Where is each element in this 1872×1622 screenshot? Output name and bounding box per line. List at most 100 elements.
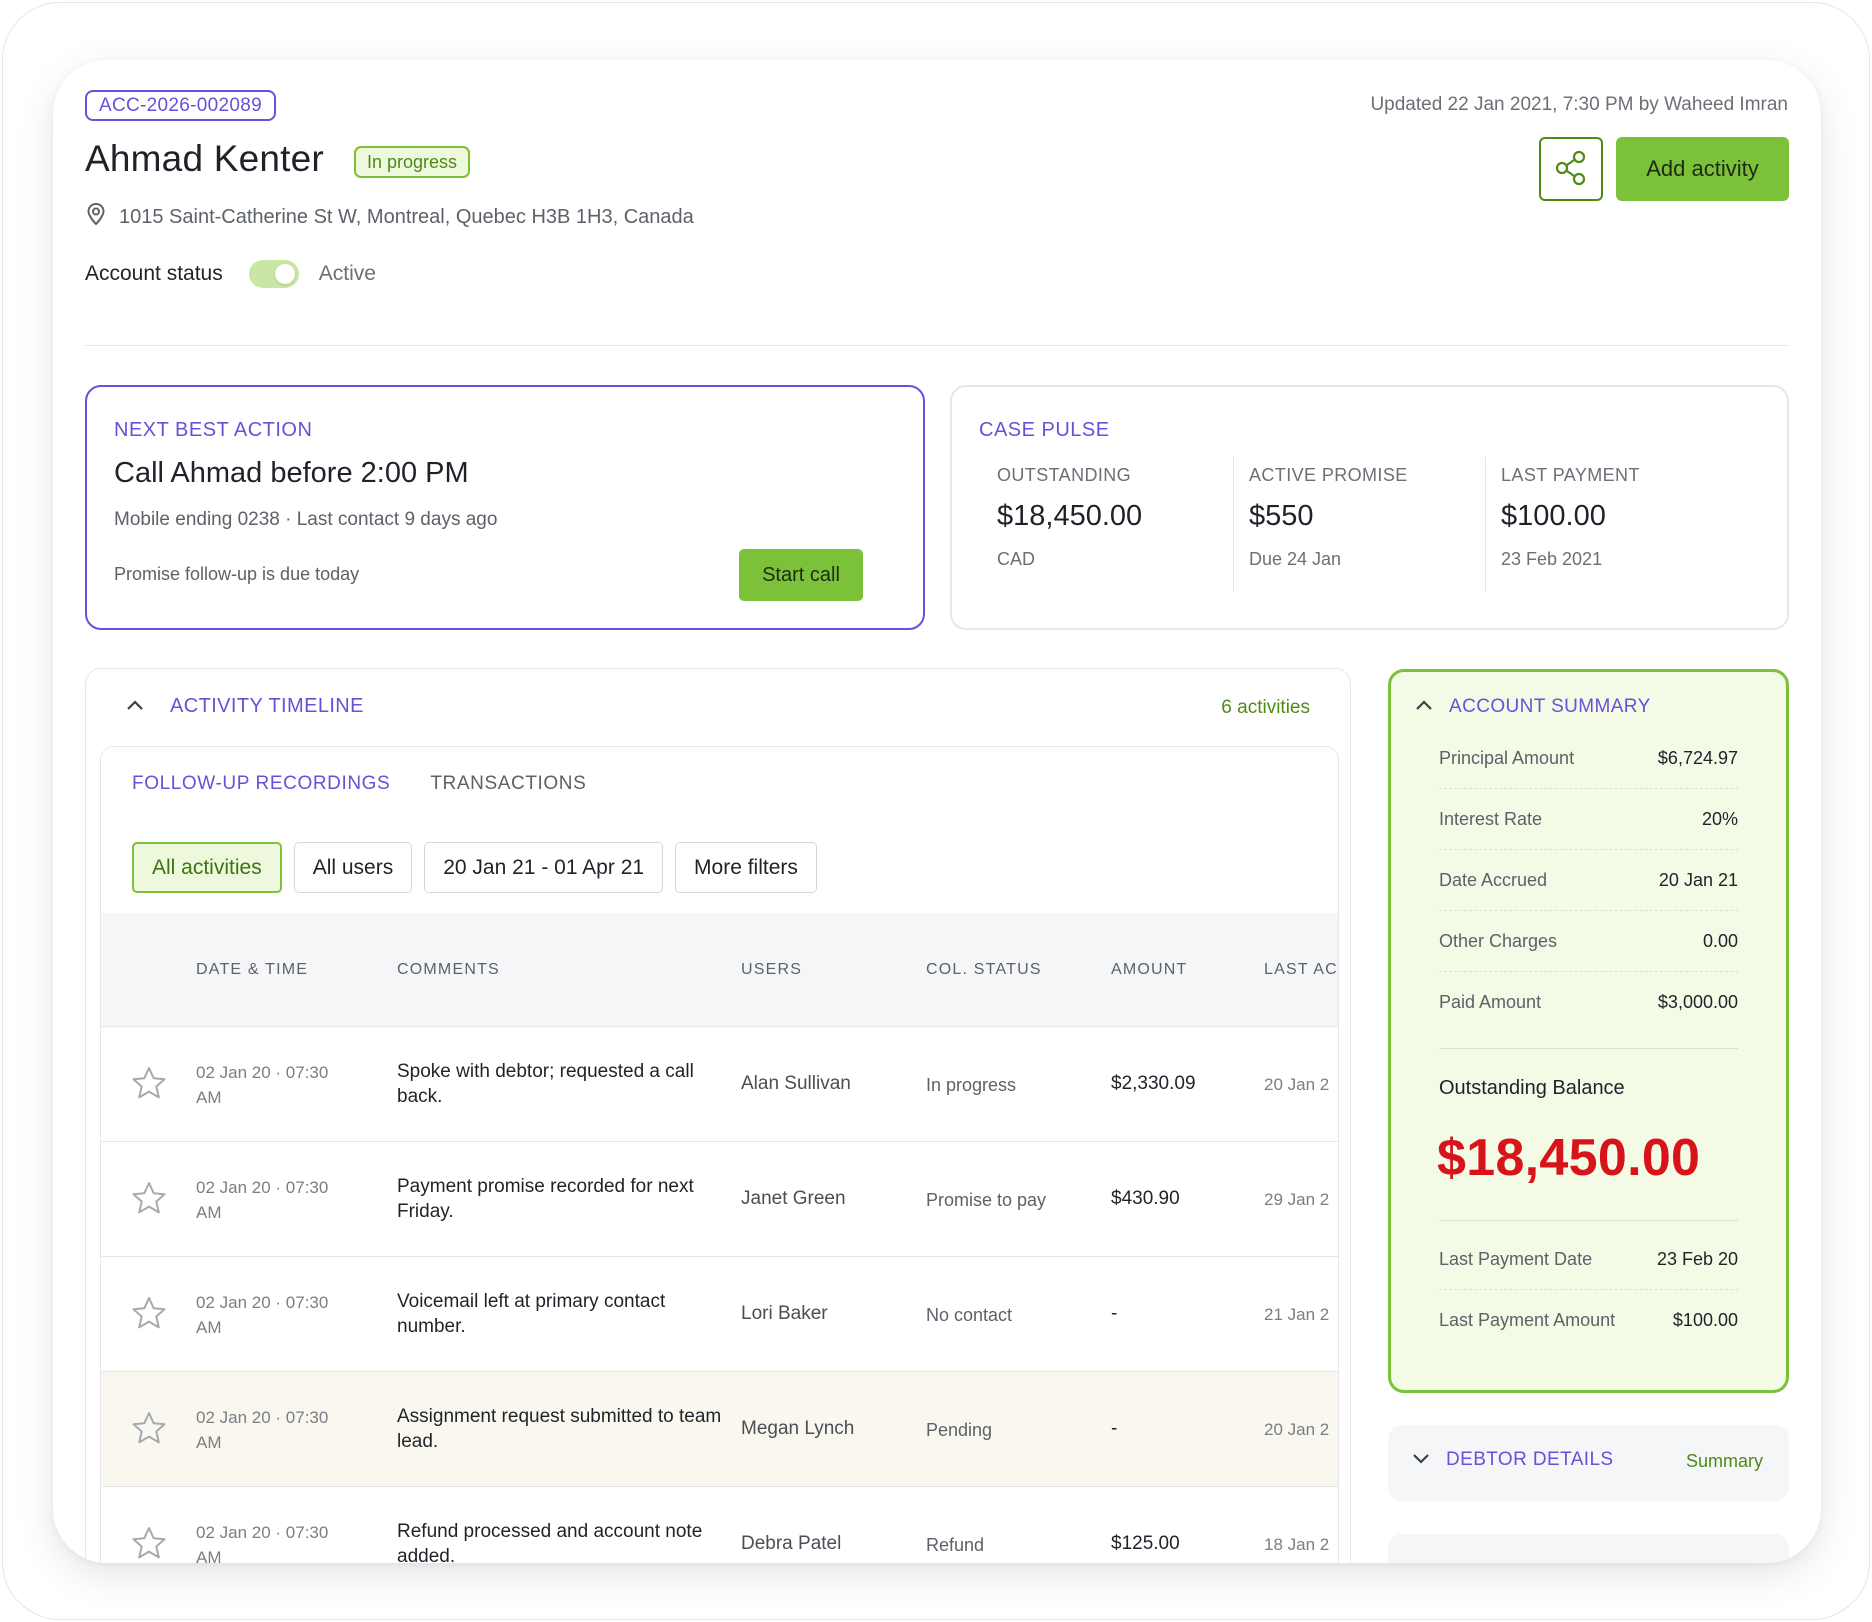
summary-header[interactable]: ACCOUNT SUMMARY bbox=[1415, 696, 1651, 718]
row-last-action: 20 Jan 2 bbox=[1264, 1420, 1330, 1439]
nba-title: Call Ahmad before 2:00 PM bbox=[114, 457, 469, 489]
filter-all-activities[interactable]: All activities bbox=[132, 842, 282, 893]
filter-all-users[interactable]: All users bbox=[293, 842, 413, 893]
table-row[interactable]: 02 Jan 20 · 07:30 AM Assignment request … bbox=[101, 1372, 1338, 1487]
tab-follow-up-recordings[interactable]: FOLLOW-UP RECORDINGS bbox=[132, 773, 391, 794]
summary-row: Last Payment Amount $100.00 bbox=[1439, 1290, 1738, 1351]
account-status-label: Account status bbox=[85, 262, 223, 285]
row-datetime: 02 Jan 20 · 07:30 AM bbox=[196, 1293, 329, 1337]
account-id-badge: ACC-2026-002089 bbox=[85, 90, 276, 121]
table-row[interactable]: 02 Jan 20 · 07:30 AM Refund processed an… bbox=[101, 1487, 1338, 1563]
row-status: Promise to pay bbox=[926, 1190, 1047, 1210]
row-amount: - bbox=[1111, 1303, 1118, 1324]
summary-value: $3,000.00 bbox=[1657, 992, 1738, 1012]
nba-subtitle: Mobile ending 0238 · Last contact 9 days… bbox=[114, 509, 498, 530]
row-last-action: 18 Jan 2 bbox=[1264, 1535, 1330, 1554]
column-header[interactable]: LAST AC bbox=[1264, 961, 1338, 978]
start-call-button[interactable]: Start call bbox=[739, 549, 863, 601]
row-user: Megan Lynch bbox=[741, 1418, 855, 1439]
debtor-header[interactable]: DEBTOR DETAILS bbox=[1412, 1449, 1614, 1471]
summary-row: Interest Rate 20% bbox=[1439, 789, 1738, 850]
add-activity-button[interactable]: Add activity bbox=[1616, 137, 1789, 201]
summary-value: 23 Feb 20 bbox=[1656, 1248, 1738, 1269]
pulse-label: ACTIVE PROMISE bbox=[1249, 465, 1408, 485]
share-icon bbox=[1554, 150, 1588, 189]
table-row[interactable]: 02 Jan 20 · 07:30 AM Voicemail left at p… bbox=[101, 1257, 1338, 1372]
filter-date-range[interactable]: 20 Jan 21 - 01 Apr 21 bbox=[424, 842, 664, 893]
row-status: Pending bbox=[926, 1420, 993, 1440]
updated-timestamp: Updated 22 Jan 2021, 7:30 PM by Waheed I… bbox=[1370, 94, 1788, 115]
star-icon[interactable] bbox=[131, 1296, 167, 1335]
pulse-sub: Due 24 Jan bbox=[1249, 549, 1342, 569]
summary-row: Other Charges 0.00 bbox=[1439, 911, 1738, 972]
chevron-up-icon[interactable] bbox=[1415, 698, 1433, 716]
row-datetime: 02 Jan 20 · 07:30 AM bbox=[196, 1523, 329, 1563]
tab-transactions[interactable]: TRANSACTIONS bbox=[430, 773, 587, 794]
row-status: Refund bbox=[926, 1535, 985, 1555]
address-text: 1015 Saint-Catherine St W, Montreal, Que… bbox=[119, 205, 694, 228]
star-icon[interactable] bbox=[131, 1526, 167, 1563]
filter-more-filters[interactable]: More filters bbox=[675, 842, 817, 893]
timeline-table-container: FOLLOW-UP RECORDINGS TRANSACTIONS All ac… bbox=[100, 746, 1339, 1563]
pulse-value: $18,450.00 bbox=[997, 500, 1143, 532]
column-header[interactable]: COMMENTS bbox=[397, 961, 500, 978]
column-header[interactable]: AMOUNT bbox=[1111, 961, 1188, 978]
summary-label: Other Charges bbox=[1439, 930, 1558, 951]
pulse-label: LAST PAYMENT bbox=[1501, 465, 1640, 485]
timeline-kicker: ACTIVITY TIMELINE bbox=[170, 695, 364, 717]
toggle-knob bbox=[274, 264, 295, 284]
summary-label: Last Payment Date bbox=[1439, 1248, 1593, 1269]
row-comment: Refund processed and account note added. bbox=[397, 1521, 703, 1563]
summary-divider bbox=[1439, 1048, 1738, 1049]
column-header[interactable]: COL. STATUS bbox=[926, 961, 1042, 978]
row-amount: $125.00 bbox=[1111, 1533, 1180, 1554]
location-pin-icon bbox=[85, 202, 107, 232]
debtor-name: Ahmad Kenter bbox=[85, 138, 324, 179]
timeline-tabs: FOLLOW-UP RECORDINGS TRANSACTIONS bbox=[132, 773, 586, 795]
column-header[interactable]: USERS bbox=[741, 961, 803, 978]
status-badge: In progress bbox=[354, 146, 471, 178]
star-icon[interactable] bbox=[131, 1066, 167, 1105]
table-header: DATE & TIME COMMENTS USERS COL. STATUS A… bbox=[101, 913, 1338, 1027]
account-status-toggle[interactable] bbox=[248, 260, 299, 288]
pulse-sub: 23 Feb 2021 bbox=[1501, 549, 1603, 569]
debtor-kicker: DEBTOR DETAILS bbox=[1446, 1449, 1614, 1470]
row-user: Alan Sullivan bbox=[741, 1073, 851, 1094]
summary-row: Last Payment Date 23 Feb 20 bbox=[1439, 1229, 1738, 1290]
pulse-value: $550 bbox=[1249, 500, 1314, 532]
outstanding-balance-label: Outstanding Balance bbox=[1439, 1077, 1625, 1099]
row-user: Lori Baker bbox=[741, 1303, 828, 1324]
collapsed-panel[interactable] bbox=[1388, 1534, 1789, 1563]
table-row[interactable]: 02 Jan 20 · 07:30 AM Spoke with debtor; … bbox=[101, 1027, 1338, 1142]
row-comment: Spoke with debtor; requested a call back… bbox=[397, 1061, 694, 1107]
summary-label: Paid Amount bbox=[1439, 992, 1542, 1012]
row-amount: $2,330.09 bbox=[1111, 1073, 1196, 1094]
debtor-details-panel[interactable]: DEBTOR DETAILS Summary bbox=[1388, 1425, 1789, 1501]
summary-label: Last Payment Amount bbox=[1439, 1310, 1616, 1330]
pulse-outstanding: OUTSTANDING $18,450.00 CAD bbox=[997, 457, 1142, 593]
row-datetime: 02 Jan 20 · 07:30 AM bbox=[196, 1063, 329, 1107]
row-comment: Assignment request submitted to team lea… bbox=[397, 1406, 722, 1452]
case-pulse-kicker: CASE PULSE bbox=[979, 419, 1110, 441]
row-status: In progress bbox=[926, 1075, 1017, 1095]
timeline-header[interactable]: ACTIVITY TIMELINE bbox=[126, 695, 364, 718]
outstanding-balance-value: $18,450.00 bbox=[1437, 1129, 1701, 1187]
column-header[interactable]: DATE & TIME bbox=[196, 961, 309, 978]
chevron-up-icon[interactable] bbox=[126, 698, 144, 716]
chevron-down-icon[interactable] bbox=[1412, 1451, 1430, 1469]
table-row[interactable]: 02 Jan 20 · 07:30 AM Payment promise rec… bbox=[101, 1142, 1338, 1257]
row-user: Janet Green bbox=[741, 1188, 846, 1209]
debtor-summary-link[interactable]: Summary bbox=[1685, 1451, 1763, 1471]
star-icon[interactable] bbox=[131, 1181, 167, 1220]
account-status: Account status Active bbox=[85, 260, 376, 288]
activity-count: 6 activities bbox=[1221, 697, 1310, 718]
summary-value: 0.00 bbox=[1702, 930, 1738, 951]
summary-label: Principal Amount bbox=[1439, 747, 1575, 768]
pulse-value: $100.00 bbox=[1501, 500, 1606, 532]
case-pulse-card: CASE PULSE OUTSTANDING $18,450.00 CAD AC… bbox=[950, 385, 1789, 630]
pulse-sub: CAD bbox=[997, 549, 1036, 569]
share-button[interactable] bbox=[1539, 137, 1603, 201]
pulse-separator bbox=[1233, 457, 1234, 593]
star-icon[interactable] bbox=[131, 1411, 167, 1450]
summary-value: $6,724.97 bbox=[1657, 747, 1738, 768]
